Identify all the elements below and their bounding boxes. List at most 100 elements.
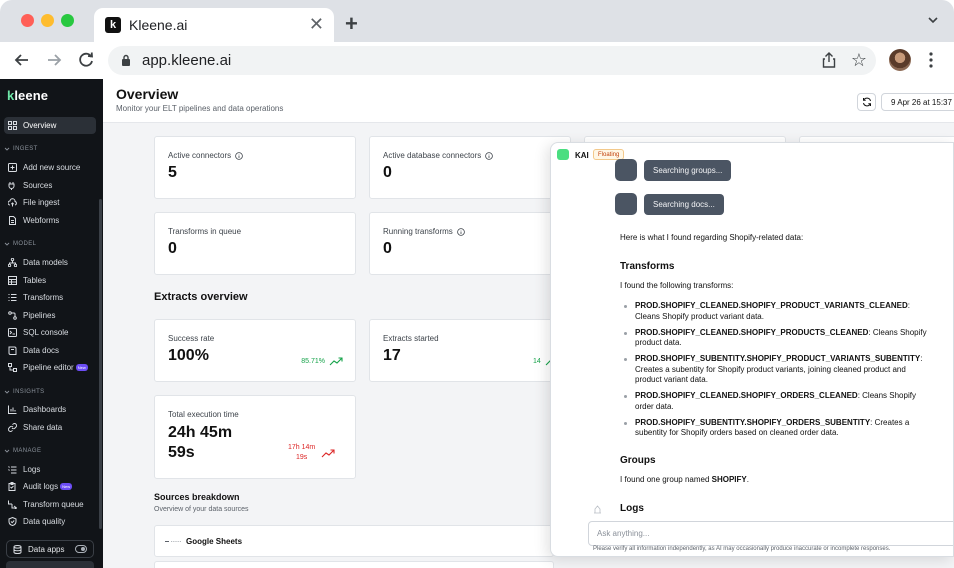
tool-call-pill[interactable]: Searching groups... [644,159,732,181]
profile-avatar[interactable] [889,49,911,71]
source-row[interactable]: Google Sheets [154,525,554,557]
trend-indicator: 85.71% [301,357,343,366]
sources-breakdown-subtitle: Overview of your data sources [154,506,249,513]
new-badge: New [60,483,73,490]
trend-value: 17h 14m 19s [288,444,316,461]
info-icon[interactable] [235,151,243,160]
book-icon [8,346,17,355]
sidebar-item-label: Data quality [23,517,66,526]
sidebar-item-dashboards[interactable]: Dashboards [4,401,96,418]
kai-title: KAI [575,151,589,160]
sidebar-footer-account[interactable] [6,561,94,568]
sidebar-item-data-docs[interactable]: Data docs [4,342,96,359]
sidebar-item-label: Data models [23,258,68,267]
sidebar-item-data-quality[interactable]: Data quality [4,513,96,530]
sidebar-item-audit-logs[interactable]: Audit logs New [4,478,96,495]
tool-call-pill[interactable]: Searching docs... [644,193,724,215]
back-arrow-icon[interactable] [11,49,33,71]
chevron-down-icon [4,449,10,453]
lock-icon [122,54,130,66]
trend-indicator: 17h 14m 19s [288,443,335,463]
sidebar-item-file-ingest[interactable]: File ingest [4,194,96,211]
card-value: 0 [168,240,177,257]
share-icon[interactable] [822,52,836,68]
brand-text: leene [14,88,49,103]
tab-menu-chevron-icon[interactable] [928,15,938,25]
card-label: Transforms in queue [168,227,242,236]
reload-icon[interactable] [75,49,97,71]
card-value: 0 [383,240,392,257]
browser-tab[interactable]: k Kleene.ai ✕ [94,8,334,42]
sidebar-section-model[interactable]: MODEL [4,241,36,247]
date-range-button[interactable]: 9 Apr 26 at 15:37 [881,93,954,111]
sidebar-section-insights[interactable]: INSIGHTS [4,389,45,395]
forward-arrow-icon[interactable] [43,49,65,71]
info-icon[interactable] [485,151,494,160]
sidebar-item-pipeline-editor[interactable]: Pipeline editor New [4,359,96,376]
card-label: Running transforms [383,227,465,236]
card-extracts-started[interactable]: Extracts started 17 14 [369,319,571,382]
sidebar-section-label: INGEST [13,146,38,152]
sidebar-item-pipelines[interactable]: Pipelines [4,307,96,324]
refresh-icon [863,97,871,107]
ask-anything-input[interactable]: Ask anything... [588,521,953,546]
floating-badge[interactable]: Floating [593,149,625,160]
browser-menu-icon[interactable] [929,52,933,68]
address-bar[interactable]: app.kleene.ai ☆ [108,46,876,75]
kai-message-intro: Here is what I found regarding Shopify-r… [620,233,804,242]
sidebar-item-label: Webforms [23,216,60,225]
tool-call-row: Searching groups... [615,159,732,181]
new-tab-button[interactable]: + [345,11,358,36]
sidebar-item-label: Tables [23,276,47,285]
sidebar-item-sql-console[interactable]: SQL console [4,324,96,341]
trend-up-icon [321,448,335,457]
search-docs-icon [615,193,637,215]
sidebar-item-overview[interactable]: Overview [4,117,96,134]
card-transforms-in-queue[interactable]: Transforms in queue 0 [154,212,356,275]
logs-section-icon [594,505,601,514]
maximize-window-button[interactable] [61,14,74,27]
app-sidebar: kleene Overview INGEST Add new source So… [0,79,103,568]
data-apps-toggle[interactable] [75,545,87,553]
source-row[interactable] [154,561,554,568]
close-window-button[interactable] [21,14,34,27]
sidebar-item-webforms[interactable]: Webforms [4,212,96,229]
sidebar-item-logs[interactable]: Logs [4,461,96,478]
kai-assistant-panel[interactable]: KAI Floating Searching groups... Searchi… [550,142,954,557]
network-icon [8,258,17,267]
card-value: 5 [168,164,177,181]
sidebar-item-label: Add new source [23,163,81,172]
card-active-connectors[interactable]: Active connectors 5 [154,136,356,199]
sidebar-item-label: Transforms [23,293,64,302]
sidebar-item-tables[interactable]: Tables [4,272,96,289]
sidebar-section-manage[interactable]: MANAGE [4,448,41,454]
sidebar-item-data-models[interactable]: Data models [4,254,96,271]
extracts-overview-title: Extracts overview [154,291,248,303]
sidebar-section-ingest[interactable]: INGEST [4,146,38,152]
card-total-execution-time[interactable]: Total execution time 24h 45m 59s 17h 14m 1… [154,395,356,479]
kai-logo-icon [557,149,569,160]
kleene-logo[interactable]: kleene [7,88,49,103]
card-running-transforms[interactable]: Running transforms 0 [369,212,571,275]
refresh-button[interactable] [857,93,876,111]
logs-list-icon [8,466,17,474]
sidebar-section-label: MODEL [13,241,37,247]
bookmark-star-icon[interactable]: ☆ [850,50,867,70]
tool-call-row: Searching docs... [615,193,724,215]
sidebar-item-transforms[interactable]: Transforms [4,289,96,306]
sidebar-item-label: Pipeline editor [23,363,74,372]
sidebar-scrollbar[interactable] [99,199,102,529]
card-success-rate[interactable]: Success rate 100% 85.71% [154,319,356,382]
plug-icon [8,182,15,190]
card-value: 17 [383,347,401,364]
sidebar-item-share-data[interactable]: Share data [4,419,96,436]
data-apps-toggle-row[interactable]: Data apps [6,540,94,558]
share-link-icon [8,423,17,432]
sidebar-item-transform-queue[interactable]: Transform queue [4,496,96,513]
sidebar-item-sources[interactable]: Sources [4,177,96,194]
minimize-window-button[interactable] [41,14,54,27]
info-icon[interactable] [457,227,465,236]
tab-close-icon[interactable]: ✕ [308,14,324,34]
sidebar-item-add-new-source[interactable]: Add new source [4,159,96,176]
card-active-database-connectors[interactable]: Active database connectors 0 [369,136,571,199]
